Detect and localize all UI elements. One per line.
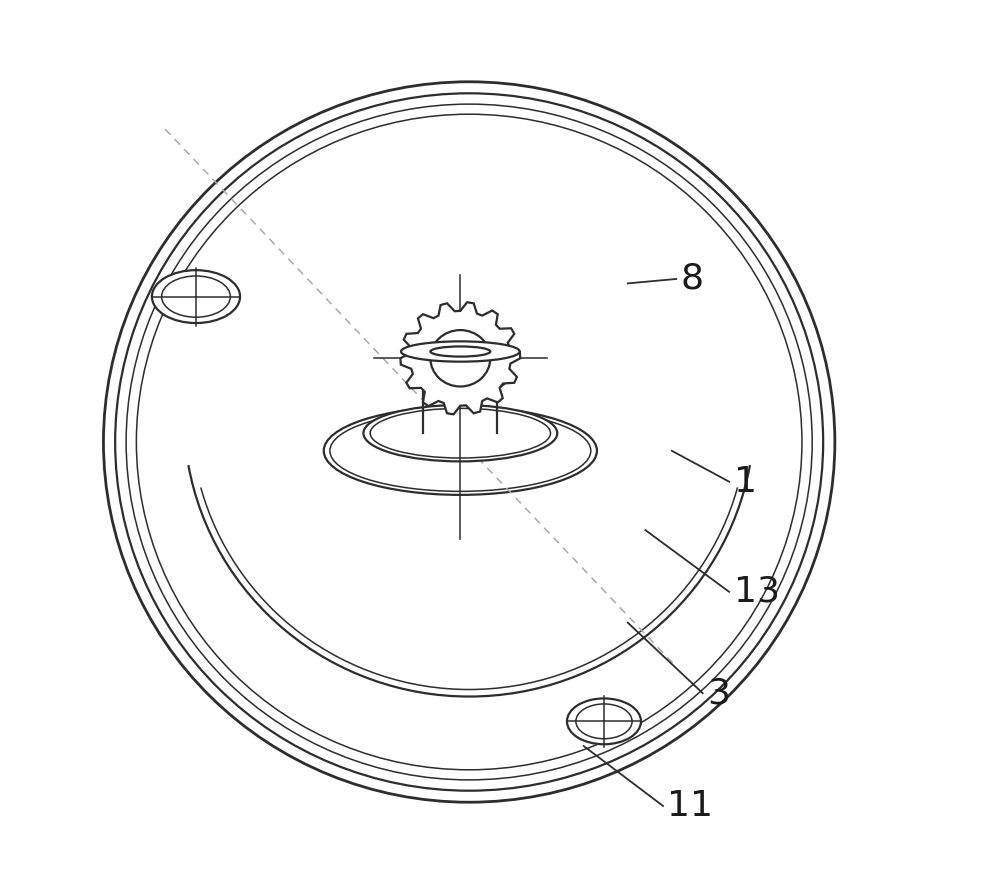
Ellipse shape	[363, 405, 557, 461]
Text: 13: 13	[734, 575, 780, 609]
Polygon shape	[400, 302, 520, 415]
Text: 1: 1	[734, 465, 757, 499]
Ellipse shape	[415, 368, 506, 393]
Ellipse shape	[324, 407, 597, 495]
Text: 3: 3	[707, 676, 730, 710]
Ellipse shape	[103, 82, 835, 802]
Ellipse shape	[415, 347, 506, 375]
Text: 11: 11	[667, 789, 713, 823]
Text: 8: 8	[681, 262, 704, 296]
Ellipse shape	[401, 341, 520, 362]
Ellipse shape	[152, 271, 240, 323]
Ellipse shape	[567, 698, 641, 744]
